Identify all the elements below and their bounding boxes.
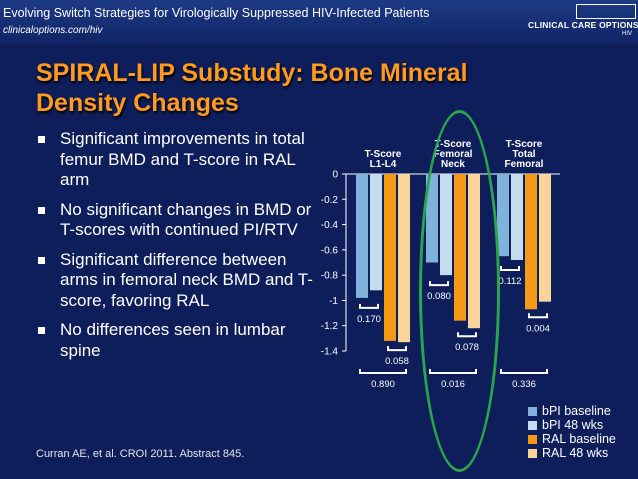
slide-title: SPIRAL-LIP Substudy: Bone Mineral Densit… — [36, 59, 468, 117]
bar — [370, 174, 382, 291]
header-url: clinicaloptions.com/hiv — [3, 25, 103, 36]
legend-label: bPI 48 wks — [542, 418, 604, 432]
logo-text: CLINICAL CARE OPTIONS — [528, 20, 638, 30]
y-tick-label: -0.2 — [321, 195, 339, 206]
y-tick-label: -1.4 — [321, 347, 339, 358]
bullet-square-icon — [38, 136, 45, 143]
arm-comparison-bracket — [359, 369, 407, 374]
logo-mark-icon — [576, 4, 636, 19]
bullet-square-icon — [38, 256, 45, 264]
legend-swatch — [528, 449, 537, 458]
header-bar: Evolving Switch Strategies for Virologic… — [0, 0, 638, 44]
legend-label: RAL baseline — [542, 432, 616, 446]
clinical-care-options-logo: CLINICAL CARE OPTIONS HIV — [528, 4, 638, 40]
y-tick-label: -0.8 — [321, 271, 339, 282]
p-value-label: 0.336 — [512, 379, 536, 390]
legend-swatch — [528, 407, 537, 416]
y-tick-label: -1.2 — [321, 321, 339, 332]
bullet-square-icon — [38, 206, 45, 214]
bpi-comparison-bracket — [500, 265, 520, 271]
category-label: T-Score Total Femoral — [505, 139, 544, 170]
legend-swatch — [528, 435, 537, 444]
bar — [511, 174, 523, 260]
p-value-label: 0.890 — [371, 379, 395, 390]
bullet-item: Significant improvements in total femur … — [36, 129, 321, 191]
p-value-label: 0.004 — [526, 323, 550, 334]
bullet-item: No differences seen in lumbar spine — [36, 320, 321, 361]
bullet-square-icon — [38, 327, 45, 334]
bullet-item: Significant difference between arms in f… — [36, 250, 321, 312]
legend-label: bPI baseline — [542, 404, 611, 418]
ral-comparison-bracket — [387, 346, 407, 352]
bar — [384, 174, 396, 341]
femoral-neck-highlight-oval — [419, 110, 500, 472]
bar — [497, 174, 509, 257]
bullet-text: No differences seen in lumbar spine — [60, 320, 286, 360]
logo-subtext: HIV — [621, 31, 632, 37]
legend-label: RAL 48 wks — [542, 446, 609, 460]
y-tick-label: -1 — [329, 296, 338, 307]
p-value-label: 0.058 — [385, 356, 409, 367]
p-value-label: 0.112 — [498, 276, 521, 287]
y-tick-label: -0.4 — [321, 220, 339, 231]
arm-comparison-bracket — [500, 369, 548, 374]
y-tick-label: 0 — [332, 170, 338, 181]
bullet-text: No significant changes in BMD or T-score… — [60, 199, 312, 240]
bar — [539, 174, 551, 302]
bullet-item: No significant changes in BMD or T-score… — [36, 200, 321, 241]
bullet-text: Significant improvements in total femur … — [60, 129, 305, 189]
bar — [398, 174, 410, 343]
bar — [356, 174, 368, 298]
bullet-text: Significant difference between arms in f… — [60, 249, 313, 310]
y-tick-label: -0.6 — [321, 245, 339, 256]
bullet-list: Significant improvements in total femur … — [36, 129, 321, 370]
ral-comparison-bracket — [528, 313, 548, 319]
bpi-comparison-bracket — [359, 303, 379, 309]
legend-swatch — [528, 421, 537, 430]
citation: Curran AE, et al. CROI 2011. Abstract 84… — [36, 448, 245, 460]
category-label: T-Score L1-L4 — [365, 149, 402, 170]
p-value-label: 0.170 — [357, 314, 381, 325]
bar — [525, 174, 537, 310]
presentation-title: Evolving Switch Strategies for Virologic… — [3, 6, 430, 20]
